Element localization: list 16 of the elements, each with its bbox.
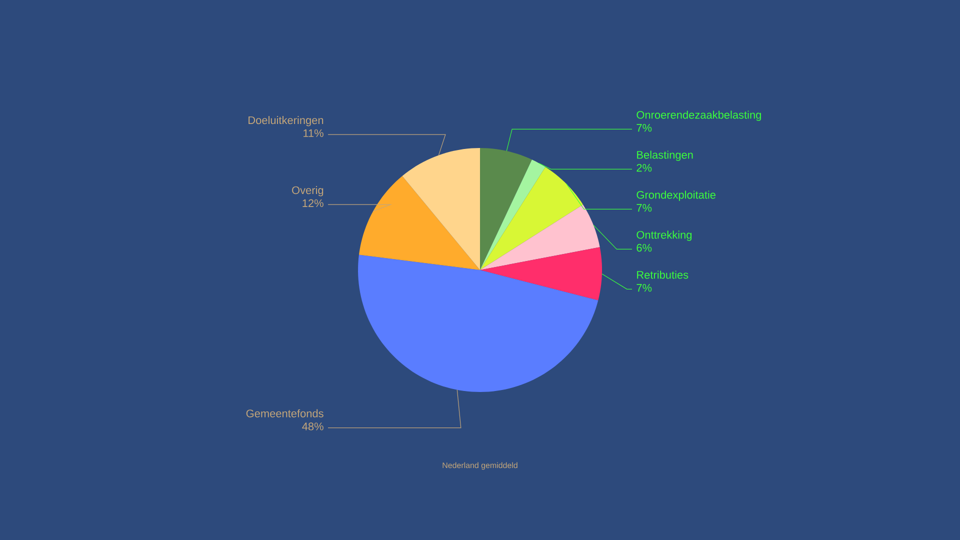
data-label: 12% <box>302 199 324 208</box>
slice-label: Belastingen <box>637 150 693 161</box>
slice-label: Doeluitkeringen <box>248 116 324 126</box>
data-label: 48% <box>302 422 324 430</box>
slice-label: Gemeentefonds <box>246 409 324 418</box>
slice-label: Onttrekking <box>636 230 692 241</box>
data-label: 11% <box>304 129 324 137</box>
slice-label: Overig <box>292 186 324 196</box>
data-label: 7% <box>636 124 652 132</box>
data-label: 2% <box>636 164 652 172</box>
slice-label: Onroerendezaakbelasting <box>636 110 761 121</box>
data-label: 7% <box>636 284 652 292</box>
data-label: 6% <box>636 244 652 252</box>
slice-label: Retributies <box>637 270 688 279</box>
data-label: 7% <box>636 204 652 212</box>
slice-label: Grondexploitatie <box>636 190 716 201</box>
